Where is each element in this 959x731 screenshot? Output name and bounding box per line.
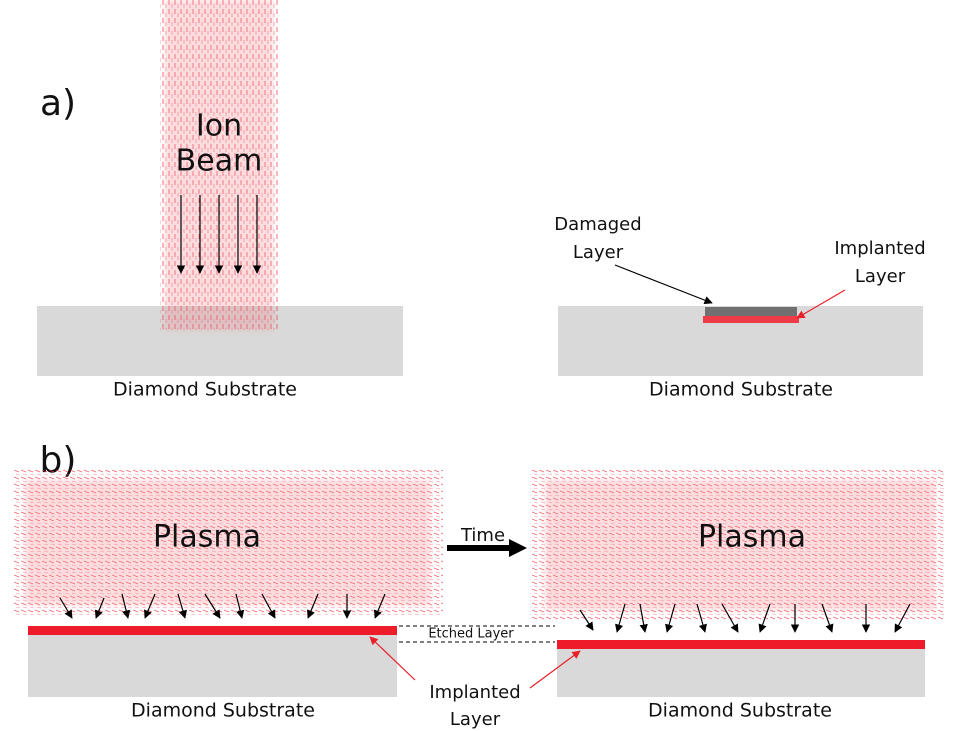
panel-label: a) bbox=[40, 83, 76, 124]
damaged-label: Layer bbox=[573, 242, 624, 263]
time-label: Time bbox=[460, 525, 505, 546]
substrate-label: Diamond Substrate bbox=[131, 700, 315, 722]
implanted-label: Implanted bbox=[834, 238, 925, 259]
substrate bbox=[28, 635, 397, 697]
damaged-layer bbox=[705, 307, 797, 316]
damaged-label: Damaged bbox=[554, 214, 641, 235]
implanted-layer bbox=[703, 316, 799, 323]
beam-label: Ion bbox=[196, 109, 242, 144]
implanted-label: Layer bbox=[450, 709, 501, 730]
substrate-label: Diamond Substrate bbox=[649, 379, 833, 401]
diagram: a) Ion Beam Diamond Substrate Damaged La… bbox=[0, 0, 959, 731]
etched-label: Etched Layer bbox=[428, 627, 514, 642]
implanted-label: Implanted bbox=[429, 682, 520, 703]
beam-label: Beam bbox=[176, 144, 263, 179]
plasma-label: Plasma bbox=[698, 520, 806, 555]
substrate bbox=[557, 649, 925, 697]
implanted-layer bbox=[28, 626, 397, 635]
pointer bbox=[615, 265, 712, 303]
implanted-label: Layer bbox=[855, 266, 906, 287]
substrate-label: Diamond Substrate bbox=[113, 379, 297, 401]
plasma-label: Plasma bbox=[153, 520, 261, 555]
implanted-layer bbox=[557, 640, 925, 649]
substrate-label: Diamond Substrate bbox=[648, 700, 832, 722]
